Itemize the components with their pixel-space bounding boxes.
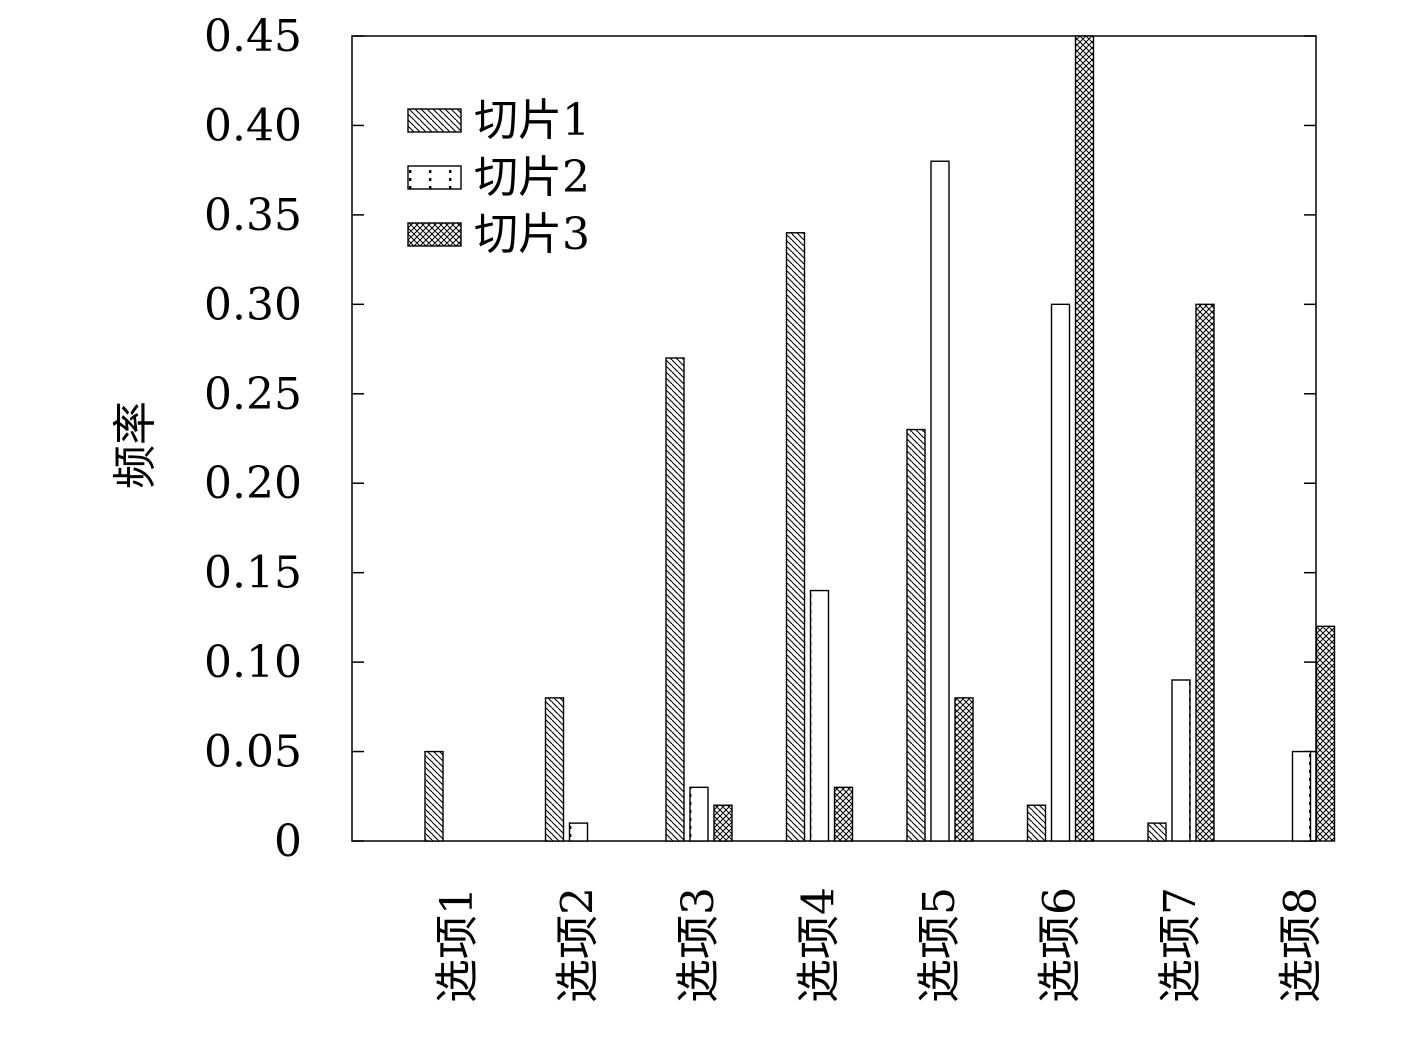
bar-series1-cat2 [544, 697, 565, 842]
bar-series3-cat6 [1074, 35, 1095, 842]
legend-label-series1: 切片1 [474, 95, 590, 146]
legend-swatch-series2 [407, 165, 462, 190]
bar-series1-cat6 [1026, 804, 1047, 842]
bar-series2-cat2 [568, 822, 589, 842]
x-tick-label: 选项2 [553, 887, 604, 1003]
x-tick-label: 选项8 [1276, 887, 1327, 1003]
legend-swatch-series3 [407, 222, 462, 247]
bar-series2-cat5 [930, 160, 950, 842]
y-tick-label: 0.10 [204, 637, 302, 688]
legend: 切片1 切片2 切片3 [407, 95, 590, 260]
x-tick-label: 选项1 [432, 887, 483, 1003]
bar-series1-cat7 [1147, 822, 1167, 842]
legend-swatch-series1 [407, 108, 462, 133]
y-tick-label: 0.20 [204, 458, 302, 509]
x-axis: 选项1 选项2 选项3 选项4 选项5 选项6 选项7 选项8 [432, 887, 1327, 1003]
bar-series2-cat8 [1291, 750, 1312, 842]
bar-series2-cat4 [809, 589, 830, 842]
y-tick-label: 0.15 [204, 548, 302, 599]
bar-series1-cat4 [785, 232, 806, 842]
bar-series3-cat3 [713, 804, 733, 842]
bar-series1-cat5 [906, 428, 926, 842]
y-axis: 0 0.05 0.10 0.15 0.20 0.25 0.30 0.35 0.40 0.45 [204, 11, 1316, 867]
bar-series3-cat7 [1195, 303, 1215, 842]
y-tick-label: 0.45 [204, 11, 302, 62]
x-tick-label: 选项6 [1035, 887, 1086, 1003]
bar-series2-cat7 [1171, 679, 1191, 842]
y-axis-label: 频率 [110, 401, 161, 489]
x-tick-label: 选项7 [1155, 887, 1206, 1003]
y-tick-label: 0.35 [204, 190, 302, 241]
y-tick-label: 0.25 [204, 369, 302, 420]
bar-series3-cat8 [1315, 625, 1336, 842]
x-tick-label: 选项5 [914, 887, 965, 1003]
y-tick-label: 0.30 [204, 279, 302, 330]
x-tick-label: 选项4 [794, 887, 845, 1003]
y-tick-label: 0.40 [204, 100, 302, 151]
y-tick-label: 0 [274, 816, 302, 867]
bar-series1-cat3 [665, 357, 685, 842]
bar-series2-cat3 [689, 786, 709, 842]
y-tick-label: 0.05 [204, 727, 302, 778]
bar-series1-cat1 [424, 750, 444, 842]
bars [424, 35, 1336, 842]
x-tick-label: 选项3 [673, 887, 724, 1003]
bar-series2-cat6 [1050, 303, 1071, 842]
bar-series3-cat4 [833, 786, 854, 842]
bar-series3-cat5 [954, 697, 974, 842]
legend-label-series2: 切片2 [474, 152, 590, 203]
legend-label-series3: 切片3 [474, 209, 590, 260]
